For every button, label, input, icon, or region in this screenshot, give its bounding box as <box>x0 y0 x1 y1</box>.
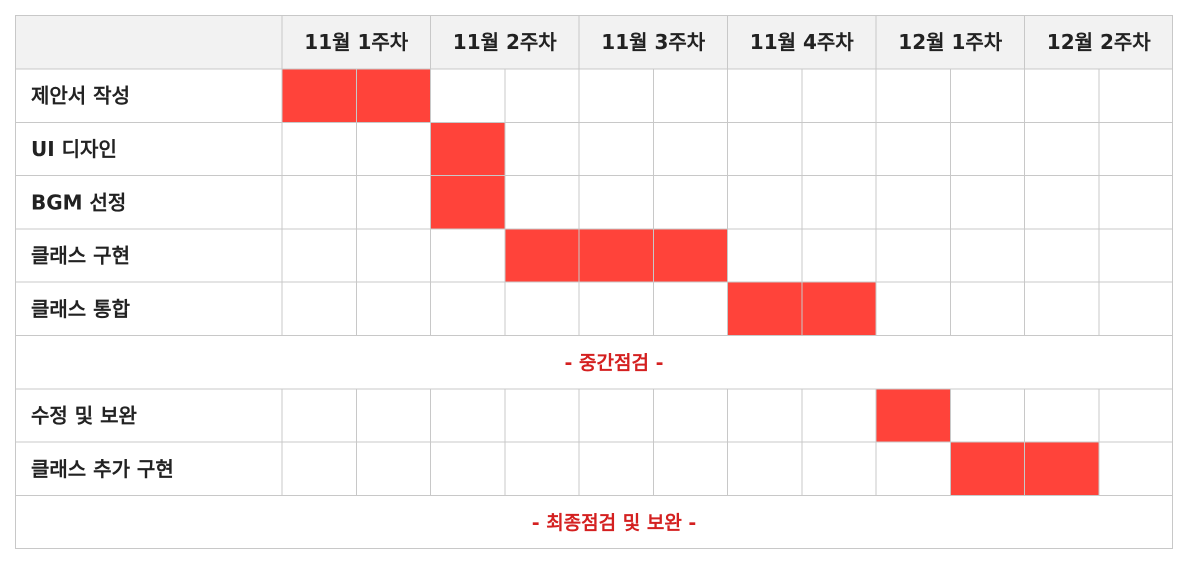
week-header-2: 11월 2주차 <box>453 30 558 54</box>
task-bar-7 <box>876 389 950 442</box>
week-header-3: 11월 3주차 <box>601 30 706 54</box>
milestone-label-6: - 중간점검 - <box>565 352 664 374</box>
task-label-2: UI 디자인 <box>31 137 117 161</box>
task-bar-2 <box>431 122 505 175</box>
task-label-7: 수정 및 보완 <box>31 403 138 427</box>
task-label-8: 클래스 추가 구현 <box>31 457 174 481</box>
task-label-4: 클래스 구현 <box>31 244 130 268</box>
task-label-1: 제안서 작성 <box>31 84 130 108</box>
task-bar-4 <box>505 229 728 282</box>
week-header-6: 12월 2주차 <box>1047 30 1152 54</box>
milestone-label-9: - 최종점검 및 보완 - <box>532 512 697 534</box>
week-header-1: 11월 1주차 <box>304 30 409 54</box>
gantt-chart: 11월 1주차 11월 2주차 11월 3주차 11월 4주차 12월 1주차 12월 2… <box>15 15 1173 549</box>
week-header-5: 12월 1주차 <box>898 30 1003 54</box>
task-label-5: 클래스 통합 <box>31 297 131 321</box>
task-bar-3 <box>431 176 505 229</box>
week-header-4: 11월 4주차 <box>750 30 855 54</box>
task-label-3: BGM 선정 <box>31 190 126 214</box>
